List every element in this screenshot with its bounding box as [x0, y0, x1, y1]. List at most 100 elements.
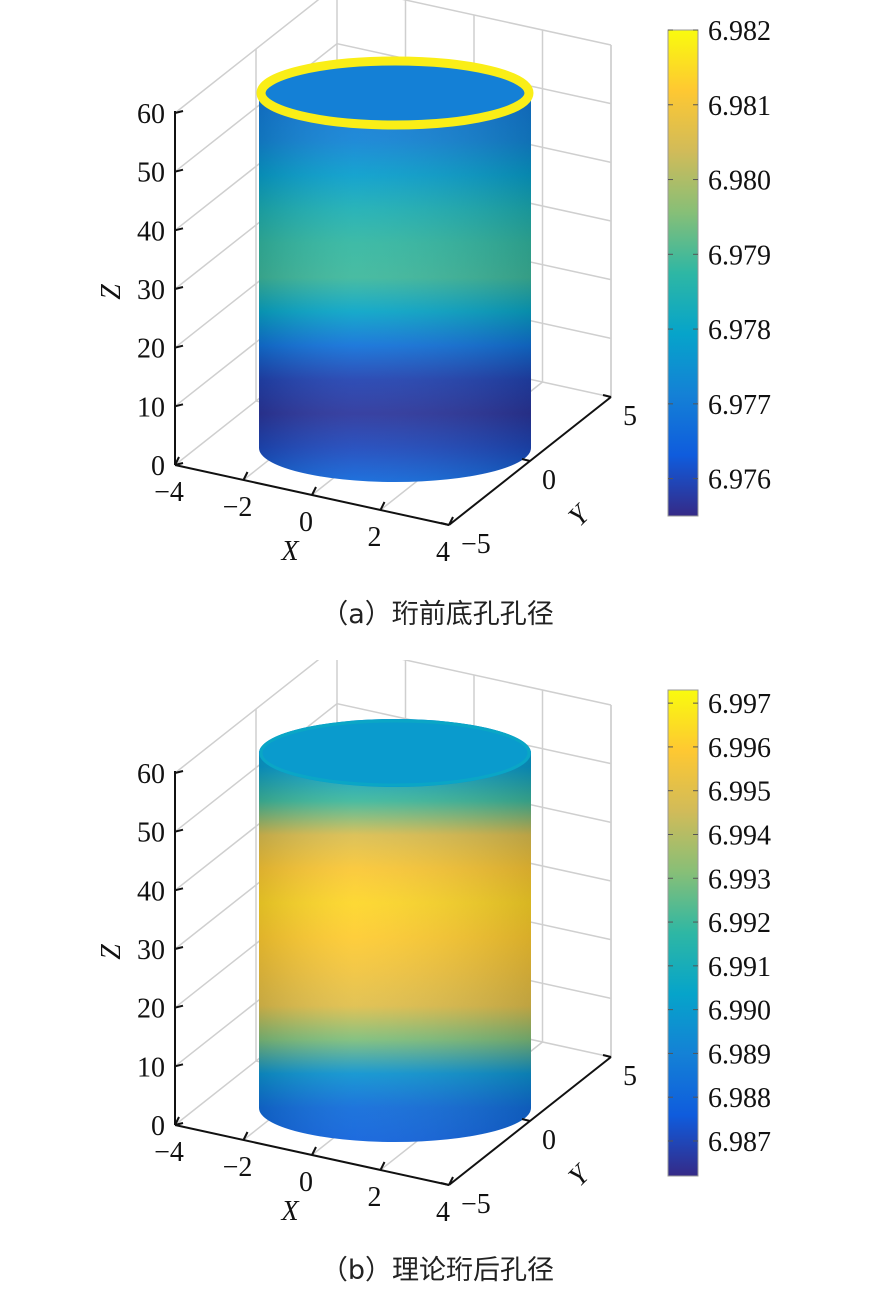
colorbar [667, 689, 699, 1177]
y-axis-label: Y [563, 497, 598, 532]
colorbar-tick-label: 6.988 [708, 1083, 771, 1114]
z-axis-label: Z [96, 284, 127, 300]
x-tick-label: 4 [436, 537, 450, 568]
grid-line-z [174, 660, 612, 774]
grid-line-z [174, 0, 612, 114]
x-tick-mark [311, 1146, 317, 1156]
y-tick-mark [521, 458, 531, 462]
colorbar-tick-label: 6.989 [708, 1039, 771, 1070]
z-tick-mark [174, 1063, 184, 1068]
colorbar-tick-label: 6.995 [708, 777, 771, 808]
x-tick-label: −4 [154, 1137, 184, 1168]
x-tick-mark [448, 516, 454, 526]
colorbar-tick-label: 6.978 [708, 315, 771, 346]
x-tick-label: 4 [436, 1197, 450, 1228]
y-tick-label: −5 [461, 529, 491, 560]
colorbar-tick-label: 6.990 [708, 996, 771, 1027]
chart-b-caption: （b）理论珩后孔径 [320, 1255, 555, 1286]
y-tick-label: 0 [542, 465, 556, 496]
x-axis-label: X [280, 536, 299, 567]
colorbar-tick-label: 6.979 [708, 240, 771, 271]
colorbar-tick-label: 6.977 [708, 390, 771, 421]
x-tick-mark [379, 1161, 386, 1171]
chart-b-svg: 0 10 20 30 40 50 60 −4 −2 0 2 4 −5 0 5 X Y Z 6.987 6.988 6.9… [96, 660, 771, 1228]
x-tick-mark [379, 501, 386, 511]
cylinder-top-inner [259, 719, 531, 787]
z-tick-mark [174, 168, 184, 173]
cylinder-shading [259, 719, 531, 1142]
colorbar-tick-label: 6.981 [708, 91, 771, 122]
colorbar-tick-label: 6.976 [708, 465, 771, 496]
y-tick-mark [602, 394, 612, 398]
chart-panel-a: 0 10 20 30 40 50 60 −4 −2 0 2 4 −5 0 5 X Y Z 6.976 6.977 6.9… [0, 0, 875, 650]
z-tick-label: 10 [137, 1052, 165, 1083]
z-tick-mark [174, 286, 184, 290]
plot-area: 0 10 20 30 40 50 60 −4 −2 0 2 4 −5 0 5 X Y Z [96, 660, 637, 1228]
x-tick-label: 2 [368, 522, 382, 553]
x-tick-label: 0 [299, 507, 313, 538]
cylinder-top-rim [259, 719, 531, 787]
x-tick-mark [174, 456, 180, 466]
cylinder-top-inner [259, 59, 531, 127]
z-tick-label: 0 [151, 451, 165, 482]
colorbar-tick-label: 6.991 [708, 952, 771, 983]
z-tick-mark [174, 110, 184, 114]
z-tick-label: 50 [137, 158, 165, 189]
z-tick-mark [174, 227, 184, 232]
y-tick-mark [602, 1054, 612, 1058]
x-tick-mark [174, 1116, 180, 1126]
colorbar-tick-label: 6.980 [708, 166, 771, 197]
colorbar-tick-label: 6.982 [708, 16, 771, 47]
x-tick-mark [311, 486, 317, 496]
z-tick-mark [174, 1122, 184, 1126]
z-tick-mark [174, 887, 184, 892]
z-tick-mark [174, 828, 184, 833]
z-tick-mark [174, 946, 184, 950]
y-tick-mark [440, 522, 450, 526]
x-tick-mark [448, 1176, 454, 1186]
chart-panel-b: 0 10 20 30 40 50 60 −4 −2 0 2 4 −5 0 5 X Y Z 6.987 6.988 6.9… [0, 660, 875, 1310]
chart-a-caption: （a）珩前底孔孔径 [321, 599, 554, 630]
cylinder-shading [259, 59, 531, 482]
z-tick-mark [174, 1004, 184, 1009]
x-tick-label: −2 [223, 1152, 253, 1183]
y-tick-label: 5 [623, 401, 637, 432]
colorbar-tick-label: 6.994 [708, 820, 771, 851]
y-tick-mark [440, 1182, 450, 1186]
z-tick-label: 30 [137, 935, 165, 966]
x-tick-label: 0 [299, 1167, 313, 1198]
cylinder-top-rim [256, 56, 534, 130]
z-tick-label: 40 [137, 216, 165, 247]
colorbar-tick-label: 6.993 [708, 864, 771, 895]
x-tick-label: 2 [368, 1182, 382, 1213]
colorbar [667, 29, 699, 517]
y-tick-mark [521, 1118, 531, 1122]
x-tick-label: −2 [223, 492, 253, 523]
x-tick-mark [242, 471, 249, 481]
z-tick-label: 20 [137, 994, 165, 1025]
y-tick-label: 5 [623, 1061, 637, 1092]
z-tick-label: 20 [137, 334, 165, 365]
z-tick-label: 40 [137, 876, 165, 907]
z-tick-label: 10 [137, 392, 165, 423]
y-tick-label: −5 [461, 1189, 491, 1220]
colorbar-tick-label: 6.992 [708, 908, 771, 939]
x-axis-label: X [280, 1196, 299, 1227]
colorbar-tick-label: 6.987 [708, 1127, 771, 1158]
z-tick-mark [174, 344, 184, 349]
z-tick-mark [174, 462, 184, 466]
z-tick-label: 30 [137, 275, 165, 306]
z-tick-label: 0 [151, 1111, 165, 1142]
colorbar-tick-label: 6.997 [708, 689, 771, 720]
z-tick-label: 60 [137, 759, 165, 790]
z-tick-mark [174, 403, 184, 408]
y-tick-label: 0 [542, 1125, 556, 1156]
z-tick-label: 60 [137, 99, 165, 130]
x-tick-mark [242, 1131, 249, 1141]
colorbar-tick-label: 6.996 [708, 733, 771, 764]
z-axis-label: Z [96, 944, 127, 960]
y-axis-label: Y [563, 1157, 598, 1192]
plot-area: 0 10 20 30 40 50 60 −4 −2 0 2 4 −5 0 5 X Y Z [96, 0, 637, 568]
x-tick-label: −4 [154, 477, 184, 508]
z-tick-mark [174, 770, 184, 774]
